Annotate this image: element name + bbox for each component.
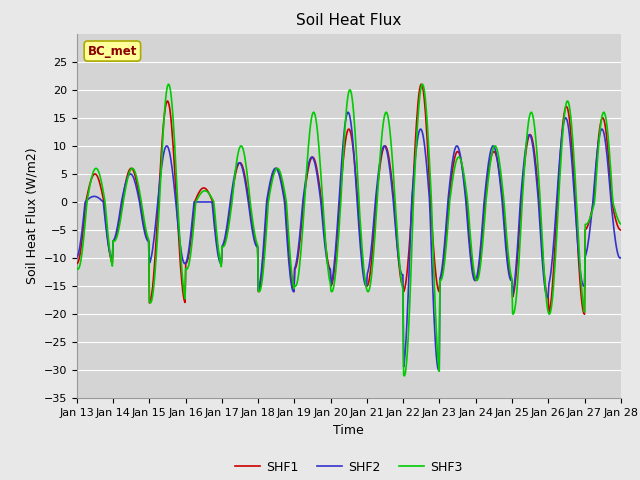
Line: SHF2: SHF2 [77, 112, 621, 370]
SHF2 [431, 340, 439, 346]
X-axis label: Time: Time [333, 424, 364, 437]
SHF2 [83, 198, 90, 204]
Y-axis label: Soil Heat Flux (W/m2): Soil Heat Flux (W/m2) [25, 148, 38, 284]
Text: BC_met: BC_met [88, 45, 137, 58]
SHF2 [416, 127, 424, 133]
Line: SHF1: SHF1 [77, 84, 621, 314]
Line: SHF3: SHF3 [77, 84, 621, 376]
SHF3 [416, 96, 424, 101]
SHF1 [431, 268, 439, 274]
SHF1 [580, 312, 588, 317]
SHF1 [83, 195, 90, 201]
SHF2 [344, 109, 352, 115]
Legend: SHF1, SHF2, SHF3: SHF1, SHF2, SHF3 [230, 456, 468, 479]
SHF3 [139, 208, 147, 214]
SHF3 [223, 235, 230, 241]
SHF2 [617, 255, 625, 261]
SHF1 [617, 227, 625, 233]
SHF3 [617, 221, 625, 227]
SHF3 [419, 81, 426, 87]
Title: Soil Heat Flux: Soil Heat Flux [296, 13, 401, 28]
SHF2 [194, 199, 202, 205]
SHF3 [433, 325, 440, 331]
SHF2 [435, 367, 442, 373]
SHF2 [139, 219, 147, 225]
SHF3 [83, 203, 90, 209]
SHF3 [73, 265, 81, 271]
SHF1 [194, 192, 202, 197]
SHF1 [73, 261, 81, 266]
SHF1 [415, 93, 422, 98]
SHF3 [194, 195, 202, 201]
SHF1 [139, 215, 147, 220]
SHF2 [223, 225, 230, 231]
SHF1 [223, 229, 230, 235]
SHF3 [401, 373, 408, 379]
SHF1 [417, 82, 425, 87]
SHF2 [73, 255, 81, 261]
